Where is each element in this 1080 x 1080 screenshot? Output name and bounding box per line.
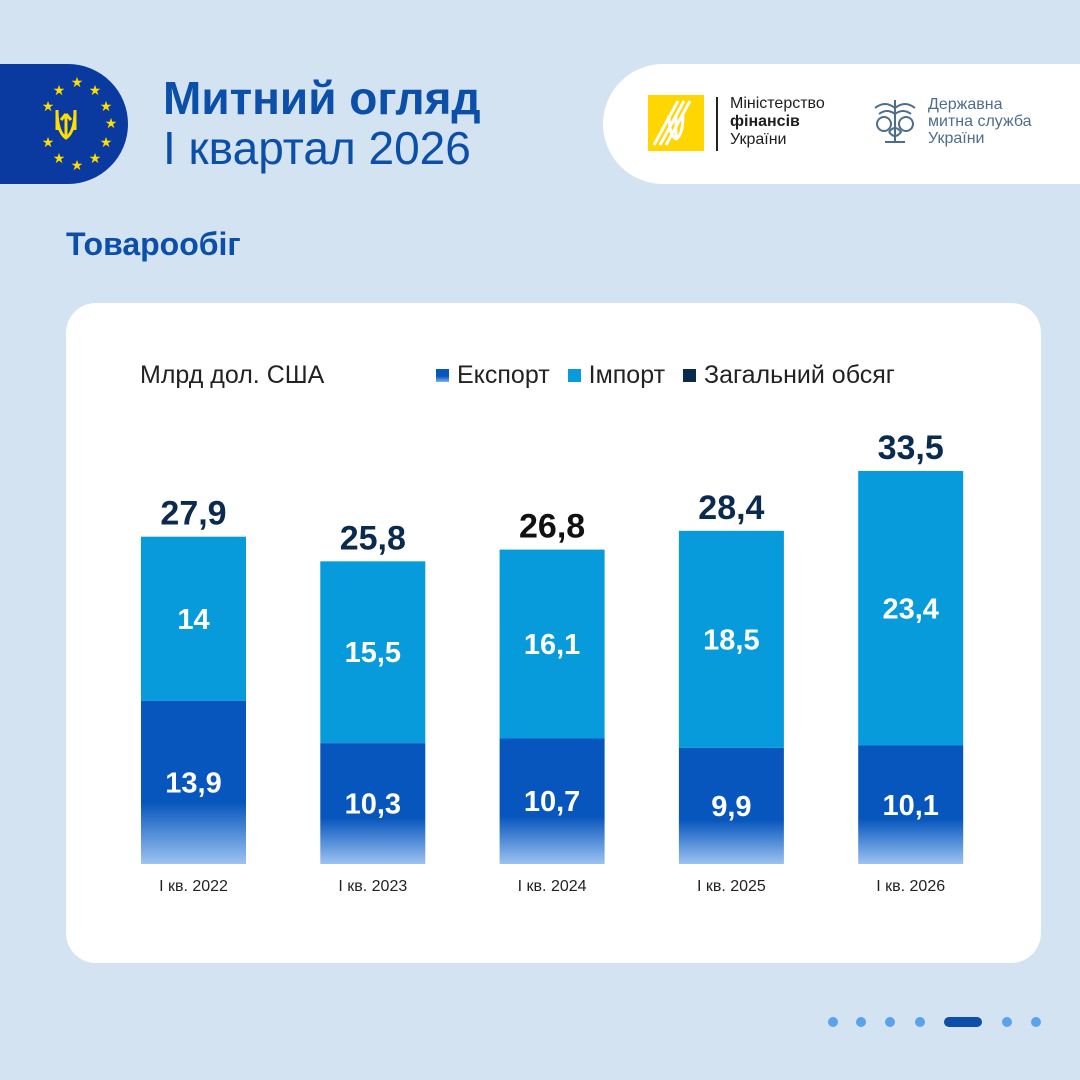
page-title: Митний огляд I квартал 2026 — [163, 72, 481, 174]
section-title: Товарообіг — [66, 226, 241, 262]
chart-card: Млрд дол. США Експорт Імпорт Загальний о… — [66, 303, 1041, 963]
data-label-export: 13,9 — [165, 767, 221, 799]
data-label-import: 18,5 — [703, 624, 759, 656]
chart-legend: Експорт Імпорт Загальний обсяг — [436, 361, 895, 390]
bar-import — [499, 549, 605, 739]
svg-text:★: ★ — [100, 135, 113, 151]
data-label-import: 15,5 — [345, 637, 401, 669]
legend-item-total: Загальний обсяг — [683, 361, 895, 390]
customs-service-emblem-icon — [874, 100, 916, 143]
bar-export — [499, 738, 605, 864]
data-label-import: 23,4 — [882, 593, 938, 625]
partner-logos: Міністерство фінансів України Державна м… — [603, 64, 1080, 184]
bar-export — [858, 745, 964, 864]
x-tick-label: I кв. 2026 — [876, 878, 945, 895]
svg-text:★: ★ — [53, 83, 66, 99]
data-label-total: 28,4 — [698, 489, 764, 527]
logo-divider — [716, 97, 718, 151]
bar-export — [141, 700, 246, 864]
legend-label-import: Імпорт — [588, 361, 666, 389]
legend-swatch-export — [436, 369, 449, 382]
x-tick-label: I кв. 2023 — [338, 878, 407, 895]
data-label-import: 14 — [177, 604, 209, 636]
pagination-dot-active[interactable] — [944, 1017, 982, 1027]
svg-text:★: ★ — [89, 151, 102, 167]
legend-swatch-import — [567, 369, 581, 382]
legend-label-export: Експорт — [457, 361, 550, 389]
ministry-line-2: фінансів — [730, 113, 800, 130]
data-label-export: 10,7 — [524, 786, 580, 818]
chart-unit-label: Млрд дол. США — [140, 361, 325, 389]
legend-item-export: Експорт — [436, 361, 550, 390]
ministry-of-finance-name: Міністерство фінансів України — [730, 95, 825, 149]
bar-export — [678, 747, 784, 864]
svg-text:★: ★ — [105, 116, 118, 132]
bar-import — [858, 471, 964, 746]
stacked-bar-chart: 14 13,9 27,9 I кв. 2022 15,5 10,3 25,8 I кв. 20… — [141, 429, 964, 895]
customs-line-1: Державна — [928, 96, 1003, 113]
pagination-dot[interactable] — [828, 1017, 838, 1027]
eu-flag-badge: ★ ★ ★ ★ ★ ★ ★ ★ ★ ★ ★ — [0, 64, 128, 184]
data-label-total: 33,5 — [878, 429, 944, 467]
bar-import — [678, 530, 784, 748]
pagination-dot[interactable] — [1031, 1017, 1041, 1027]
customs-line-3: України — [928, 130, 985, 147]
ministry-line-1: Міністерство — [730, 95, 825, 112]
bar-import — [141, 536, 246, 701]
legend-item-import: Імпорт — [567, 361, 666, 390]
x-tick-label: I кв. 2025 — [697, 878, 766, 895]
bar-import — [320, 561, 426, 744]
svg-text:★: ★ — [53, 151, 66, 167]
svg-text:★: ★ — [71, 158, 84, 174]
ministry-of-finance-logo-icon — [648, 95, 704, 151]
x-tick-label: I кв. 2024 — [518, 878, 587, 895]
customs-line-2: митна служба — [928, 113, 1032, 130]
svg-text:★: ★ — [89, 83, 102, 99]
pagination-dot[interactable] — [915, 1017, 925, 1027]
pagination-dot[interactable] — [856, 1017, 866, 1027]
x-tick-label: I кв. 2022 — [159, 878, 228, 895]
data-label-import: 16,1 — [524, 629, 580, 661]
pagination-dot[interactable] — [1002, 1017, 1012, 1027]
bar-export — [320, 743, 426, 864]
trident-icon — [55, 109, 77, 140]
svg-text:★: ★ — [42, 99, 55, 115]
customs-service-name: Державна митна служба України — [928, 96, 1032, 147]
svg-text:★: ★ — [71, 75, 84, 91]
data-label-export: 10,3 — [345, 789, 401, 821]
legend-swatch-total — [683, 369, 697, 382]
data-label-total: 25,8 — [340, 519, 406, 557]
svg-text:★: ★ — [42, 135, 55, 151]
svg-text:★: ★ — [100, 99, 113, 115]
data-label-export: 10,1 — [882, 790, 938, 822]
legend-label-total: Загальний обсяг — [704, 361, 895, 389]
data-label-export: 9,9 — [711, 791, 751, 823]
data-label-total: 27,9 — [160, 495, 226, 533]
title-line-1: Митний огляд — [163, 72, 481, 124]
eu-stars-icon: ★ ★ ★ ★ ★ ★ ★ ★ ★ ★ ★ — [42, 75, 118, 174]
title-line-2: I квартал 2026 — [163, 121, 471, 174]
data-label-total: 26,8 — [519, 508, 585, 546]
ministry-line-3: України — [730, 131, 787, 148]
pagination-dot[interactable] — [885, 1017, 895, 1027]
